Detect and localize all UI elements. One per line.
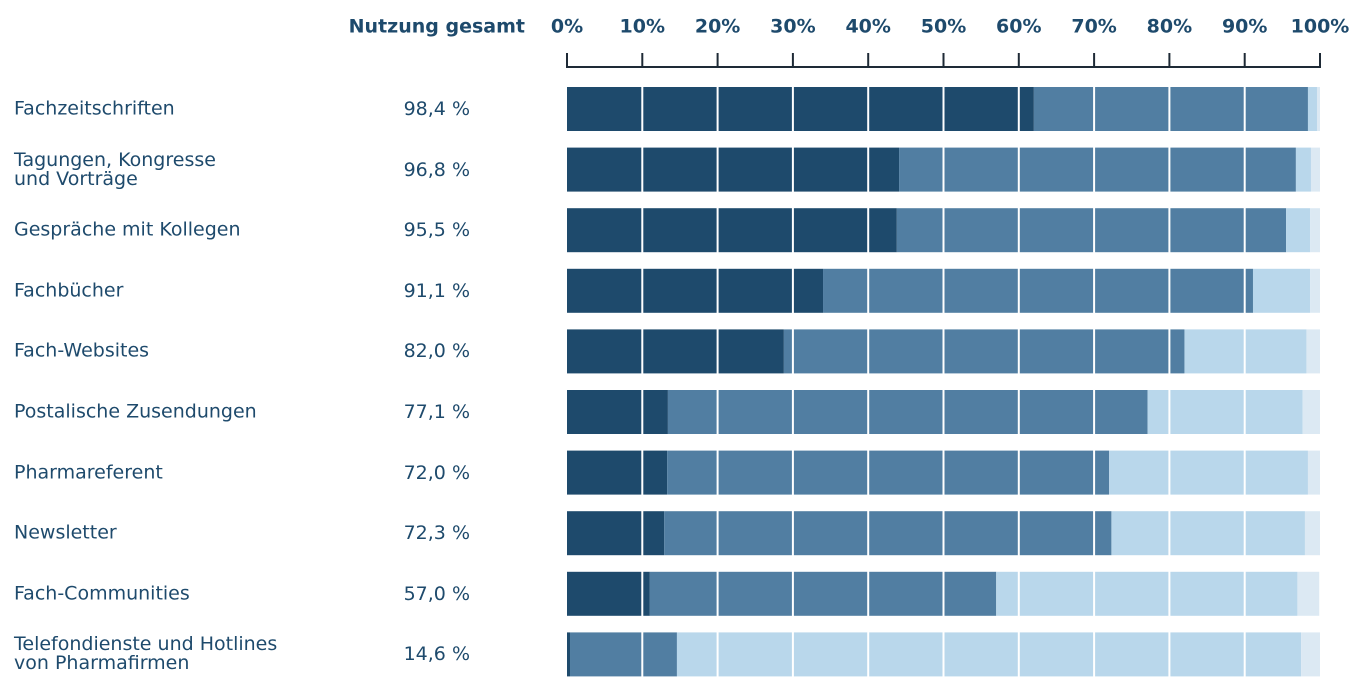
total-label: 98,4 % <box>403 98 470 120</box>
x-tick-label: 40% <box>845 16 890 38</box>
bar-segment <box>896 208 1287 253</box>
bar-segment <box>567 147 900 192</box>
bar-segment <box>1306 329 1320 374</box>
bar-segment <box>1286 208 1311 253</box>
category-label: Postalische Zusendungen <box>14 400 257 423</box>
bar-segment <box>1310 268 1320 313</box>
bar-segment <box>567 571 650 616</box>
bar-segment <box>1033 87 1308 131</box>
category-label: Fach-Websites <box>14 339 150 362</box>
bar-segment <box>567 390 668 434</box>
bar-segment <box>567 632 571 677</box>
total-label: 77,1 % <box>403 401 470 423</box>
bar-segment <box>1310 147 1320 192</box>
category-label: Gespräche mit Kollegen <box>14 218 241 241</box>
category-label: Newsletter <box>14 521 117 544</box>
x-tick-label: 70% <box>1071 16 1116 38</box>
bar-segment <box>823 268 1253 313</box>
bar-segment <box>1316 87 1320 131</box>
x-tick-label: 10% <box>620 16 665 38</box>
bar-segment <box>667 390 1148 434</box>
bar-segment <box>676 632 1302 677</box>
x-tick-label: 90% <box>1222 16 1267 38</box>
bar-segment <box>567 511 665 556</box>
total-label: 96,8 % <box>403 158 470 181</box>
bar-segment <box>667 450 1110 495</box>
category-label: Pharmareferent <box>14 461 163 484</box>
bar-segment <box>1252 268 1311 313</box>
x-tick-label: 100% <box>1291 16 1350 38</box>
category-label: Fachzeitschriften <box>14 97 175 120</box>
bar-segment <box>1147 390 1303 434</box>
x-tick-label: 0% <box>551 16 583 38</box>
bar-segment <box>567 87 1034 131</box>
total-label: 91,1 % <box>403 279 470 302</box>
category-label: Tagungen, Kongresse und Vorträge <box>14 148 216 190</box>
total-header: Nutzung gesamt <box>349 16 525 38</box>
bar-segment <box>996 571 1298 616</box>
bar-segment <box>1304 511 1320 556</box>
x-tick-label: 50% <box>921 16 966 38</box>
bar-segment <box>1310 208 1320 253</box>
category-label: Fach-Communities <box>14 582 190 605</box>
x-tick-label: 20% <box>695 16 740 38</box>
bar-segment <box>783 329 1185 374</box>
bar-segment <box>899 147 1296 192</box>
bar-segment <box>1297 571 1320 616</box>
bar-segment <box>567 268 824 313</box>
total-label: 82,0 % <box>403 340 470 363</box>
total-label: 57,0 % <box>403 582 470 605</box>
x-tick-label: 30% <box>770 16 815 38</box>
bar-segment <box>649 571 997 616</box>
total-label: 72,0 % <box>403 461 470 484</box>
bar-segment <box>1301 632 1320 677</box>
bar-segment <box>664 511 1112 556</box>
x-tick-label: 60% <box>996 16 1041 38</box>
bar-segment <box>567 450 668 495</box>
bar-segment <box>567 329 784 374</box>
bar-segment <box>570 632 677 677</box>
bar-segment <box>1307 87 1317 131</box>
bar-segment <box>1302 390 1320 434</box>
category-label: Fachbücher <box>14 279 124 302</box>
bar-segment <box>1295 147 1311 192</box>
total-label: 95,5 % <box>403 219 470 242</box>
category-label: Telefondienste und Hotlines von Pharmafi… <box>14 633 278 675</box>
total-label: 14,6 % <box>403 643 470 666</box>
bar-segment <box>1307 450 1320 495</box>
x-tick-label: 80% <box>1147 16 1192 38</box>
total-label: 72,3 % <box>403 522 470 545</box>
bar-segment <box>567 208 897 253</box>
bar-segment <box>1109 450 1308 495</box>
bar-segment <box>1111 511 1305 556</box>
